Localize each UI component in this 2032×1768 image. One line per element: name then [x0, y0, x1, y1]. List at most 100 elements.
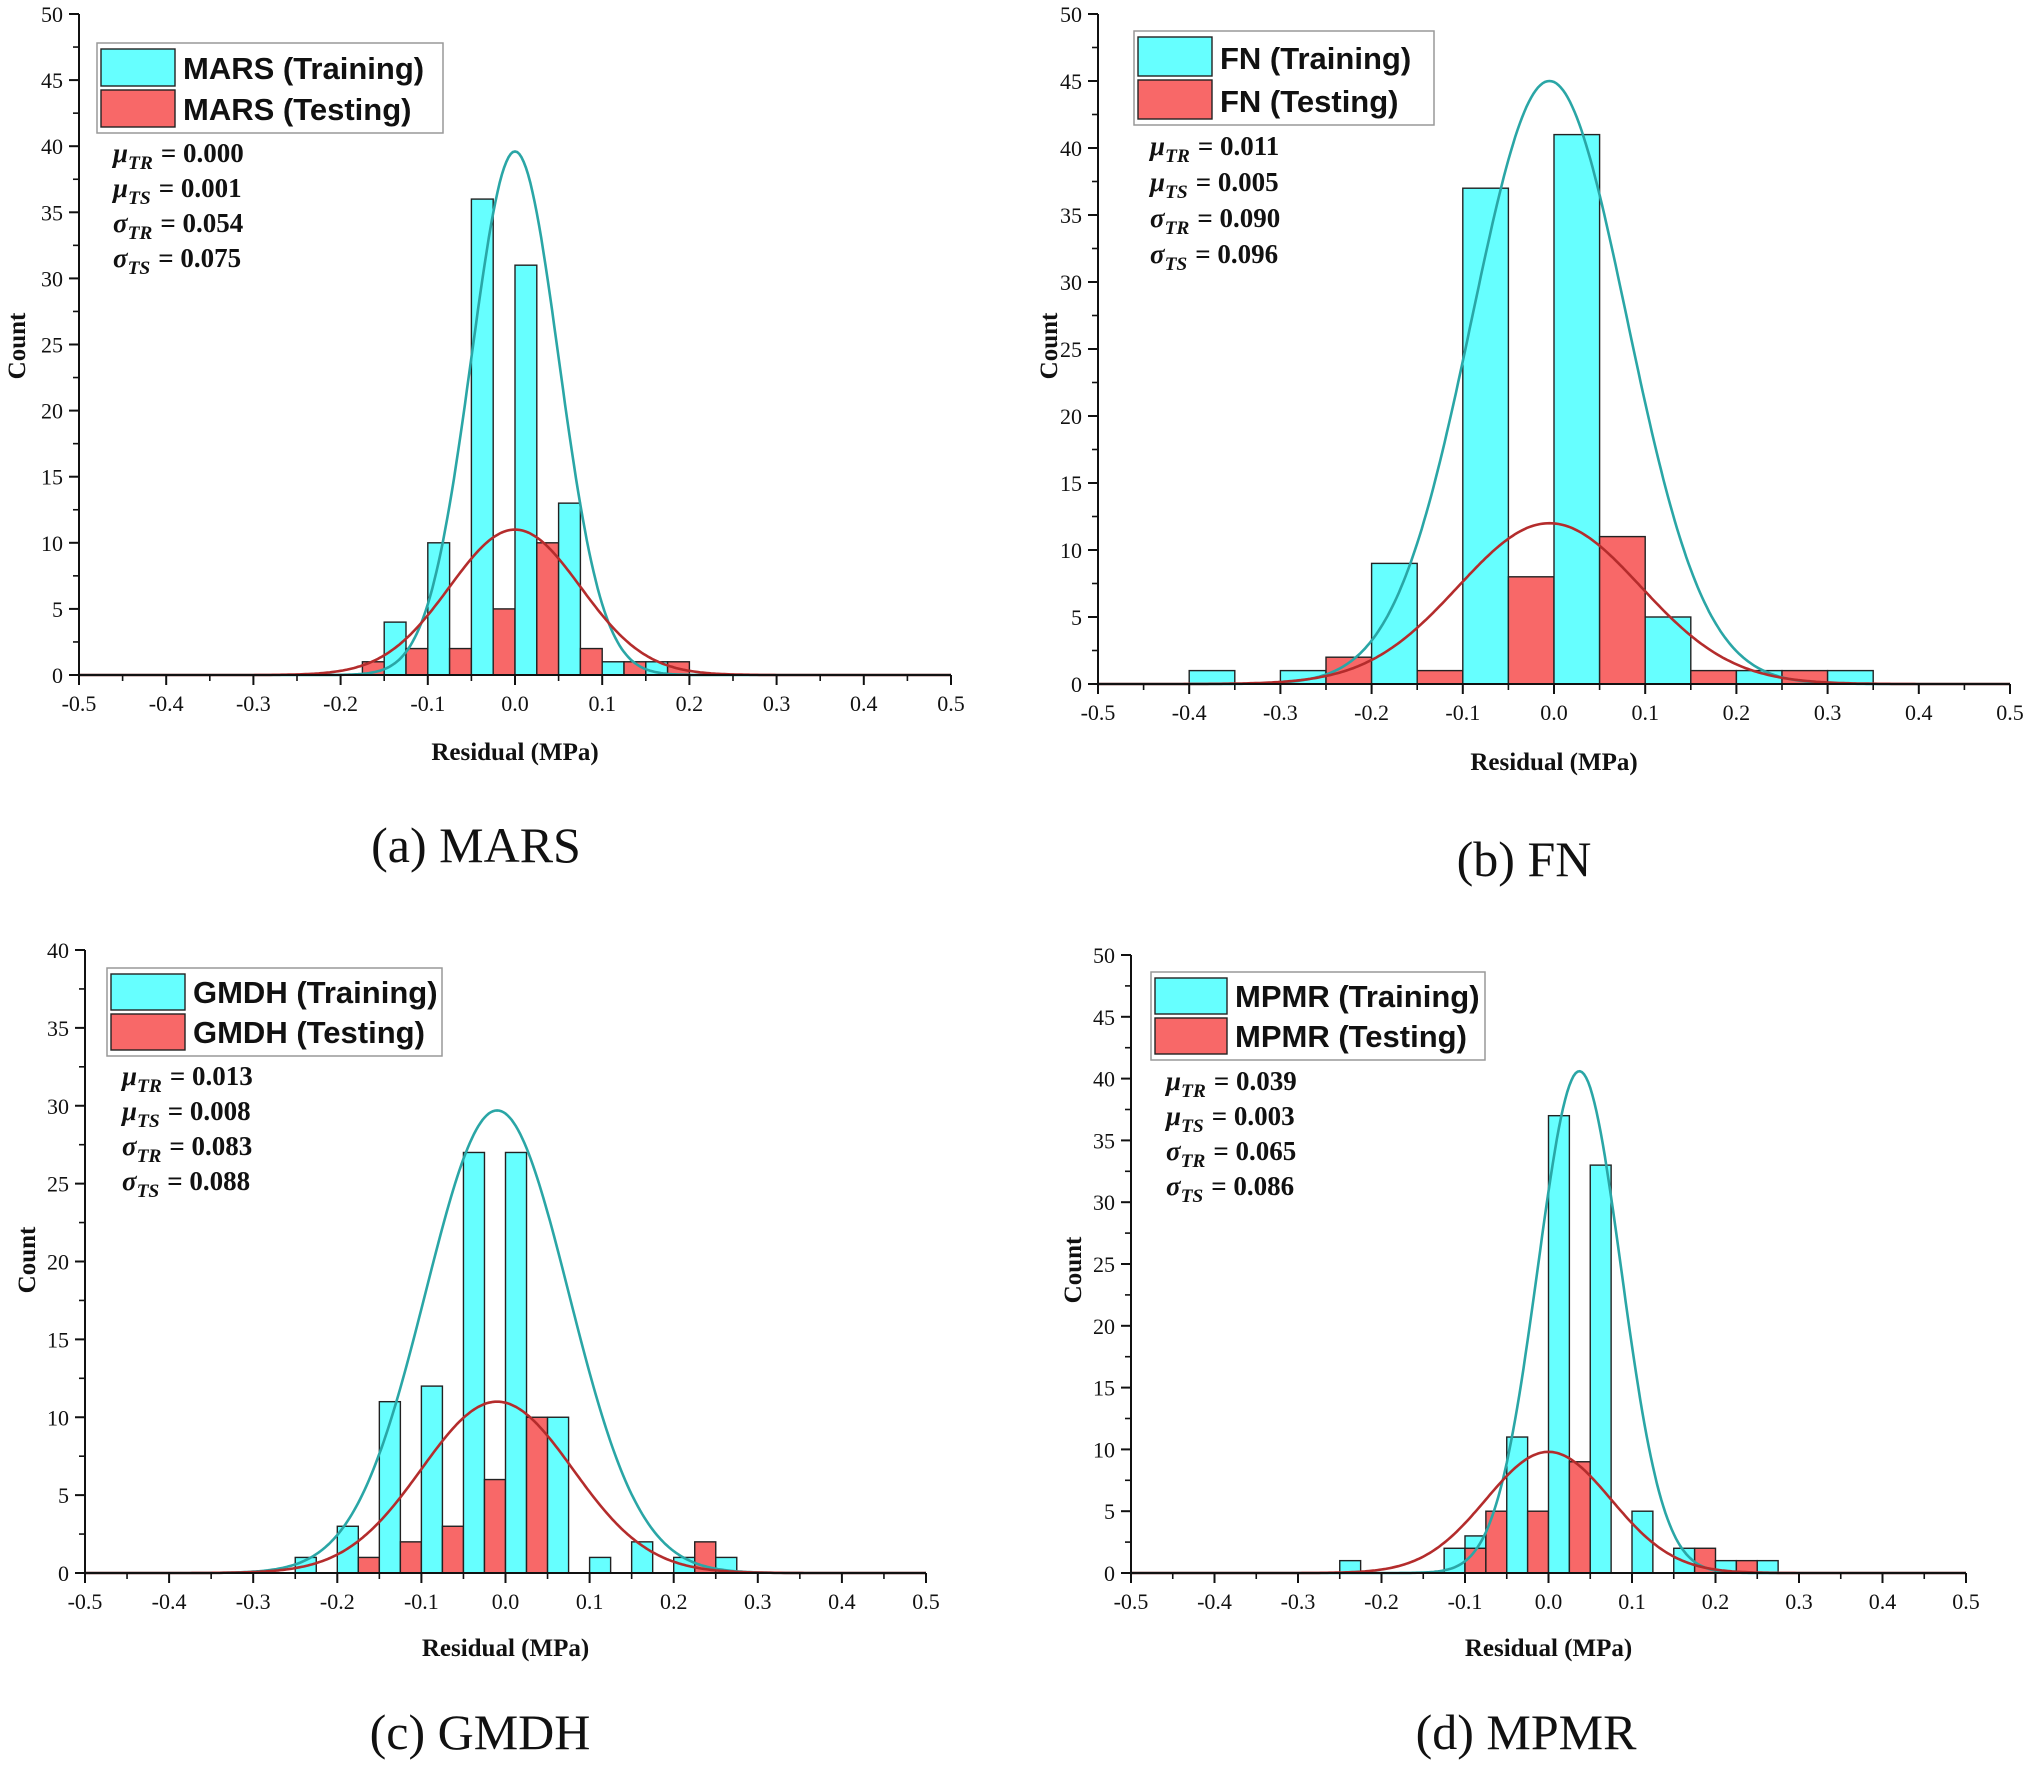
stat-subscript: TR — [137, 1146, 162, 1167]
x-tick-label: 0.3 — [1814, 700, 1842, 725]
legend: MPMR (Training) MPMR (Testing) — [1150, 971, 1486, 1061]
x-tick-label: 0.0 — [492, 1589, 520, 1614]
stat-subscript: TS — [1181, 1116, 1204, 1137]
stat-value: = 0.003 — [1212, 1101, 1295, 1131]
x-tick-label: -0.3 — [236, 691, 271, 716]
x-tick-label: -0.1 — [1448, 1589, 1483, 1614]
y-tick-label: 35 — [1093, 1128, 1115, 1153]
chart-panel-3: -0.5 -0.4 -0.3 -0.2 -0.1 0.0 0.1 0.2 0.3 0.4 0.5 0 5… — [14, 938, 940, 1760]
testing-bar — [1416, 669, 1464, 685]
x-tick-label: -0.2 — [323, 691, 358, 716]
y-axis-label: Count — [4, 312, 31, 379]
stat-value: = 0.075 — [158, 243, 241, 273]
stat-line: σTR = 0.054 — [113, 208, 243, 244]
stat-line: σTR = 0.083 — [122, 1131, 252, 1167]
y-tick-label: 15 — [1093, 1376, 1115, 1401]
y-tick-label: 30 — [1060, 270, 1082, 295]
x-tick-label: -0.1 — [404, 1589, 439, 1614]
stat-value: = 0.054 — [160, 208, 243, 238]
x-tick-label: -0.4 — [149, 691, 184, 716]
stat-value: = 0.001 — [159, 173, 242, 203]
x-tick-label: -0.5 — [62, 691, 97, 716]
training-bar — [1462, 187, 1510, 685]
stat-subscript: TR — [1165, 146, 1190, 167]
testing-bar — [1690, 669, 1738, 685]
x-axis-label: Residual (MPa) — [422, 1635, 589, 1662]
stat-symbol: μ — [111, 173, 128, 203]
stat-symbol: σ — [1150, 203, 1166, 233]
testing-bar — [579, 647, 603, 676]
y-tick-label: 15 — [47, 1327, 69, 1352]
stat-line: μTR = 0.013 — [120, 1061, 253, 1097]
stat-value: = 0.000 — [161, 138, 244, 168]
legend-label-testing: FN (Testing) — [1220, 84, 1399, 119]
y-tick-label: 20 — [47, 1250, 69, 1275]
x-tick-label: 0.3 — [744, 1589, 772, 1614]
y-tick-label: 40 — [41, 134, 63, 159]
training-bar — [1553, 133, 1601, 685]
stat-subscript: TS — [128, 258, 151, 279]
stat-line: σTS = 0.088 — [122, 1166, 250, 1202]
testing-bar — [525, 1416, 549, 1574]
stat-line: μTR = 0.039 — [1164, 1066, 1297, 1102]
training-bar — [601, 661, 625, 676]
y-tick-label: 5 — [1104, 1499, 1115, 1524]
stat-subscript: TS — [137, 1111, 160, 1132]
stat-line: μTS = 0.001 — [111, 173, 242, 209]
x-tick-label: 0.5 — [1996, 700, 2024, 725]
y-tick-label: 25 — [1093, 1252, 1115, 1277]
training-bar — [1506, 1436, 1529, 1574]
x-tick-label: -0.2 — [320, 1589, 355, 1614]
x-tick-label: -0.2 — [1364, 1589, 1399, 1614]
stat-value: = 0.090 — [1197, 203, 1280, 233]
x-tick-label: -0.3 — [1263, 700, 1298, 725]
y-tick-label: 0 — [58, 1561, 69, 1586]
stat-line: μTS = 0.003 — [1164, 1101, 1295, 1137]
legend-label-training: MPMR (Training) — [1235, 979, 1480, 1014]
stat-line: μTR = 0.000 — [111, 138, 244, 174]
x-tick-label: 0.5 — [937, 691, 965, 716]
y-tick-label: 50 — [1093, 943, 1115, 968]
legend: MARS (Training) MARS (Testing) — [96, 42, 444, 134]
y-tick-label: 45 — [41, 68, 63, 93]
x-tick-label: 0.2 — [1702, 1589, 1730, 1614]
y-tick-label: 20 — [41, 399, 63, 424]
y-tick-label: 25 — [47, 1172, 69, 1197]
legend-label-training: GMDH (Training) — [193, 975, 438, 1010]
stat-symbol: σ — [1150, 239, 1166, 269]
stat-line: σTR = 0.090 — [1150, 203, 1280, 239]
x-tick-label: 0.1 — [576, 1589, 604, 1614]
training-bar — [1188, 669, 1236, 685]
x-tick-label: -0.1 — [410, 691, 445, 716]
stat-subscript: TR — [1181, 1151, 1206, 1172]
training-bar — [1644, 616, 1692, 685]
x-tick-label: -0.3 — [236, 1589, 271, 1614]
x-tick-label: 0.5 — [912, 1589, 940, 1614]
x-tick-label: 0.0 — [1540, 700, 1568, 725]
x-tick-label: -0.4 — [1172, 700, 1207, 725]
y-tick-label: 35 — [47, 1016, 69, 1041]
stat-symbol: σ — [122, 1166, 138, 1196]
stat-symbol: μ — [1164, 1066, 1181, 1096]
panel-caption: (d) MPMR — [1416, 1704, 1638, 1760]
stat-line: σTR = 0.065 — [1166, 1136, 1296, 1172]
y-tick-label: 45 — [1093, 1005, 1115, 1030]
x-tick-label: -0.5 — [1114, 1589, 1149, 1614]
y-tick-label: 40 — [47, 938, 69, 963]
stat-line: σTS = 0.096 — [1150, 239, 1278, 275]
y-tick-label: 5 — [58, 1483, 69, 1508]
legend-swatch-training — [1137, 36, 1213, 77]
stat-value: = 0.088 — [167, 1166, 250, 1196]
testing-bar — [448, 647, 473, 676]
stat-symbol: σ — [1166, 1136, 1182, 1166]
stat-value: = 0.096 — [1195, 239, 1278, 269]
y-tick-label: 50 — [41, 2, 63, 27]
chart-panel-2: -0.5 -0.4 -0.3 -0.2 -0.1 0.0 0.1 0.2 0.3 0.4 0.5 0 5… — [1036, 2, 2024, 887]
stat-value: = 0.086 — [1211, 1171, 1294, 1201]
legend-swatch-training — [1154, 977, 1228, 1015]
chart-panel-1: -0.5 -0.4 -0.3 -0.2 -0.1 0.0 0.1 0.2 0.3 0.4 0.5 0 5… — [4, 2, 965, 873]
legend-label-testing: MARS (Testing) — [183, 92, 411, 127]
testing-bar — [492, 608, 516, 676]
y-tick-label: 35 — [1060, 203, 1082, 228]
x-axis-label: Residual (MPa) — [1465, 1635, 1632, 1662]
